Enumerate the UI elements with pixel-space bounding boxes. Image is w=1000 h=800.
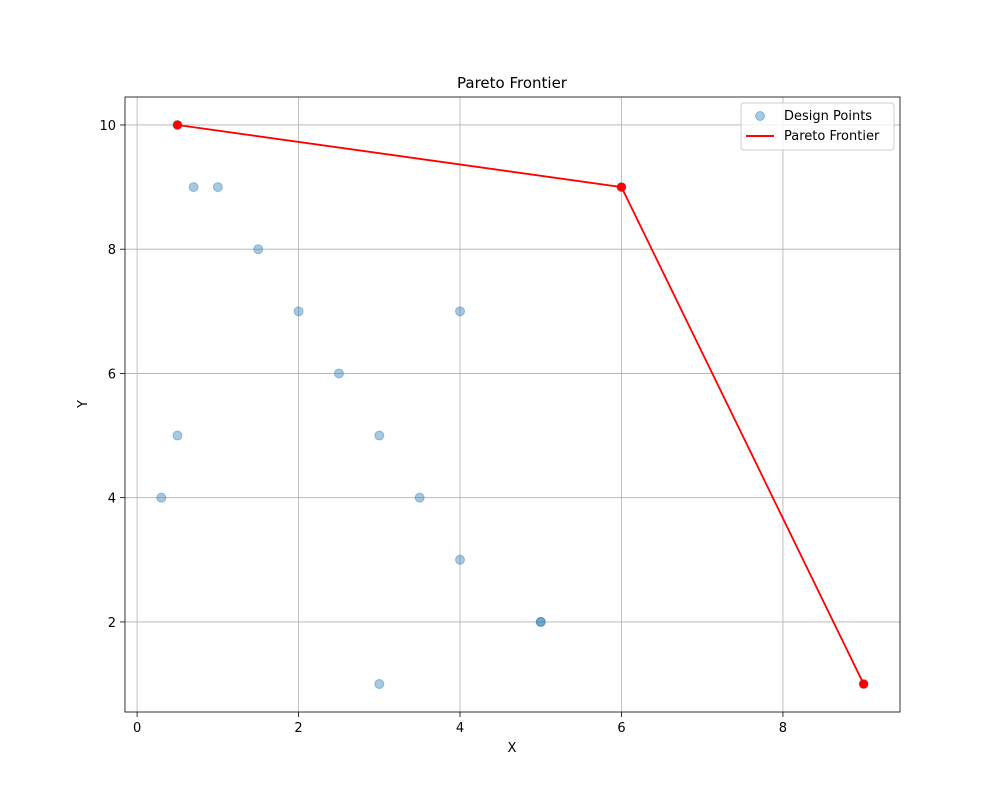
design-point bbox=[212, 182, 223, 193]
y-tick-label: 10 bbox=[99, 119, 116, 134]
x-tick-label: 2 bbox=[294, 721, 302, 736]
pareto-frontier-series bbox=[172, 120, 869, 689]
tick-labels: 0 2 4 6 8 2 4 6 8 10 bbox=[99, 119, 787, 736]
x-axis-label: X bbox=[508, 741, 517, 756]
x-tick-label: 8 bbox=[779, 721, 787, 736]
x-tick-label: 4 bbox=[456, 721, 464, 736]
plot-frame bbox=[124, 96, 901, 713]
design-point bbox=[188, 182, 199, 193]
design-point bbox=[374, 430, 385, 441]
y-tick-label: 4 bbox=[108, 492, 116, 507]
design-point bbox=[455, 554, 466, 565]
pareto-frontier-line bbox=[177, 124, 865, 685]
design-point bbox=[293, 306, 304, 317]
legend-pareto-frontier-label: Pareto Frontier bbox=[784, 129, 880, 144]
design-point bbox=[156, 492, 167, 503]
chart-title: Pareto Frontier bbox=[457, 74, 568, 92]
x-tick-label: 6 bbox=[617, 721, 625, 736]
y-tick-label: 6 bbox=[108, 367, 116, 382]
legend-design-points-label: Design Points bbox=[784, 109, 872, 124]
pareto-point bbox=[616, 182, 626, 192]
y-tick-label: 8 bbox=[108, 243, 116, 258]
design-point bbox=[535, 616, 546, 627]
design-point bbox=[535, 616, 546, 627]
design-point bbox=[333, 368, 344, 379]
pareto-point bbox=[172, 120, 182, 130]
y-axis-label: Y bbox=[76, 400, 91, 409]
design-point bbox=[172, 430, 183, 441]
design-point bbox=[414, 492, 425, 503]
legend-design-points-marker bbox=[755, 111, 765, 121]
legend: Design Points Pareto Frontier bbox=[740, 102, 895, 151]
grid-lines bbox=[125, 97, 900, 712]
pareto-point bbox=[859, 679, 869, 689]
design-points-series bbox=[156, 119, 869, 690]
legend-box bbox=[740, 102, 895, 151]
design-point bbox=[455, 306, 466, 317]
design-point bbox=[374, 679, 385, 690]
axes bbox=[120, 96, 901, 717]
x-tick-label: 0 bbox=[133, 721, 141, 736]
y-tick-label: 2 bbox=[108, 616, 116, 631]
design-point bbox=[253, 244, 264, 255]
